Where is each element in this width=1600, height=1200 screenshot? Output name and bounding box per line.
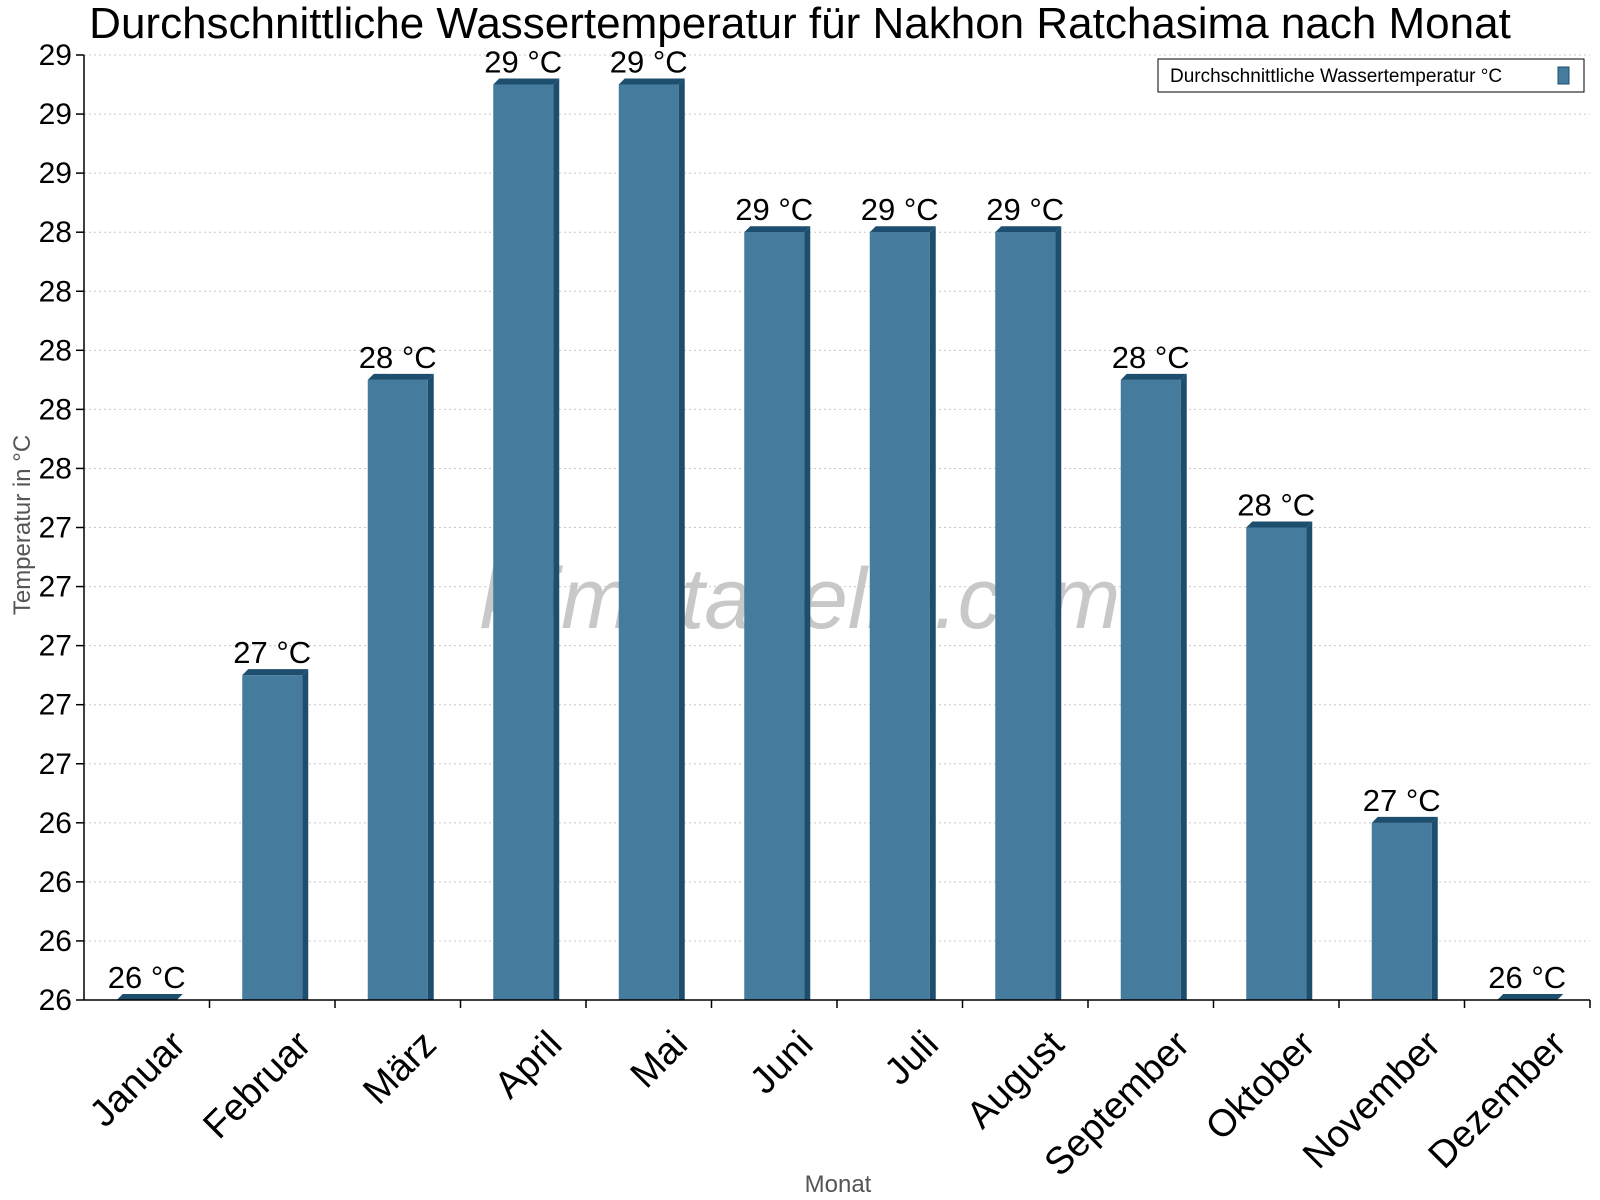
data-label: 29 °C <box>861 192 939 227</box>
bar-front <box>869 232 930 1000</box>
bar-11 <box>1371 816 1438 1000</box>
bar-front <box>995 232 1056 1000</box>
x-tick-label: Dezember <box>1421 1023 1575 1177</box>
bar-front <box>618 84 679 1000</box>
y-tick-label: 27 <box>39 571 72 604</box>
bar-top <box>1497 994 1564 1000</box>
legend-label: Durchschnittliche Wassertemperatur °C <box>1170 66 1502 87</box>
y-tick-label: 28 <box>39 452 72 485</box>
bar-side <box>427 373 434 1000</box>
bar-side <box>1055 226 1062 1000</box>
data-label: 26 °C <box>1488 960 1566 995</box>
bar-3 <box>367 373 434 1000</box>
axes <box>76 54 1591 1008</box>
x-axis-label: Monat <box>805 1171 872 1198</box>
bar-front <box>367 379 428 1000</box>
data-label: 28 °C <box>359 340 437 375</box>
bar-top <box>618 78 685 85</box>
y-tick-label: 26 <box>39 807 72 840</box>
x-tick-label: August <box>959 1023 1073 1137</box>
y-axis-label: Temperatur in °C <box>9 435 36 615</box>
bar-side <box>804 226 811 1000</box>
y-tick-labels: 26 26 26 26 27 27 27 27 27 28 28 28 28 28 29 29 29 <box>39 39 72 1017</box>
bar-top <box>367 373 434 380</box>
data-label: 27 °C <box>1363 783 1441 818</box>
data-label: 29 °C <box>986 192 1064 227</box>
bar-front <box>744 232 805 1000</box>
y-tick-label: 29 <box>39 98 72 131</box>
data-label: 26 °C <box>108 960 186 995</box>
data-label: 28 °C <box>1237 488 1315 523</box>
bar-front <box>1246 527 1307 1000</box>
bar-front <box>242 675 303 1000</box>
bar-side <box>1306 521 1313 1000</box>
bar-2 <box>242 669 309 1000</box>
y-tick-label: 28 <box>39 334 72 367</box>
x-tick-label: April <box>487 1023 570 1106</box>
legend-swatch <box>1557 66 1570 85</box>
bar-5 <box>618 78 685 1000</box>
bars <box>116 78 1564 1000</box>
x-tick-labels: Januar Februar März April Mai Juni Juli AugustS… <box>82 1023 1575 1184</box>
bar-1 <box>116 994 183 1000</box>
y-tick-label: 26 <box>39 925 72 958</box>
chart-title: Durchschnittliche Wassertemperatur für N… <box>89 0 1511 48</box>
y-tick-label: 27 <box>39 748 72 781</box>
x-tick-label: Oktober <box>1198 1023 1324 1149</box>
x-tick-label: Juni <box>742 1023 821 1102</box>
bar-9 <box>1120 373 1187 1000</box>
data-labels: 26 °C 27 °C 28 °C 29 °C 29 °C 29 °C 29 °C 29 °C… <box>108 45 1566 995</box>
bar-side <box>1180 373 1187 1000</box>
x-tick-label: Januar <box>82 1023 194 1135</box>
bar-4 <box>493 78 560 1000</box>
bar-top <box>116 994 183 1000</box>
legend-box <box>1157 58 1585 93</box>
data-label: 28 °C <box>1112 340 1190 375</box>
y-tick-label: 28 <box>39 393 72 426</box>
y-tick-label: 27 <box>39 512 72 545</box>
y-tick-label: 28 <box>39 275 72 308</box>
bar-front <box>493 84 554 1000</box>
bar-front <box>1371 822 1432 1000</box>
bar-7 <box>869 226 936 1000</box>
data-label: 29 °C <box>735 192 813 227</box>
x-tick-label: Mai <box>623 1023 696 1096</box>
grid-lines <box>84 54 1590 942</box>
bar-side <box>1431 816 1438 1000</box>
y-tick-label: 28 <box>39 216 72 249</box>
bar-side <box>553 78 560 1000</box>
y-tick-label: 29 <box>39 39 72 72</box>
y-tick-label: 26 <box>39 866 72 899</box>
y-tick-label: 27 <box>39 689 72 722</box>
bar-top <box>995 226 1062 233</box>
x-tick-label: März <box>355 1023 444 1112</box>
bar-12 <box>1497 994 1564 1000</box>
bar-front <box>1120 379 1181 1000</box>
legend: Durchschnittliche Wassertemperatur °C <box>1157 58 1585 93</box>
bar-6 <box>744 226 811 1000</box>
bar-top <box>1120 373 1187 380</box>
y-tick-label: 26 <box>39 984 72 1017</box>
bar-top <box>869 226 936 233</box>
bar-10 <box>1246 521 1313 1000</box>
x-tick-label: Juli <box>877 1023 947 1093</box>
bar-top <box>493 78 560 85</box>
bar-8 <box>995 226 1062 1000</box>
bar-side <box>302 669 309 1000</box>
bar-top <box>242 669 309 676</box>
bar-top <box>1371 816 1438 823</box>
data-label: 27 °C <box>233 635 311 670</box>
bar-top <box>744 226 811 233</box>
y-tick-label: 27 <box>39 630 72 663</box>
y-tick-label: 29 <box>39 157 72 190</box>
data-label: 29 °C <box>610 45 688 80</box>
bar-side <box>678 78 685 1000</box>
data-label: 29 °C <box>484 45 562 80</box>
x-tick-label: Februar <box>195 1023 319 1147</box>
bar-top <box>1246 521 1313 528</box>
bar-side <box>929 226 936 1000</box>
